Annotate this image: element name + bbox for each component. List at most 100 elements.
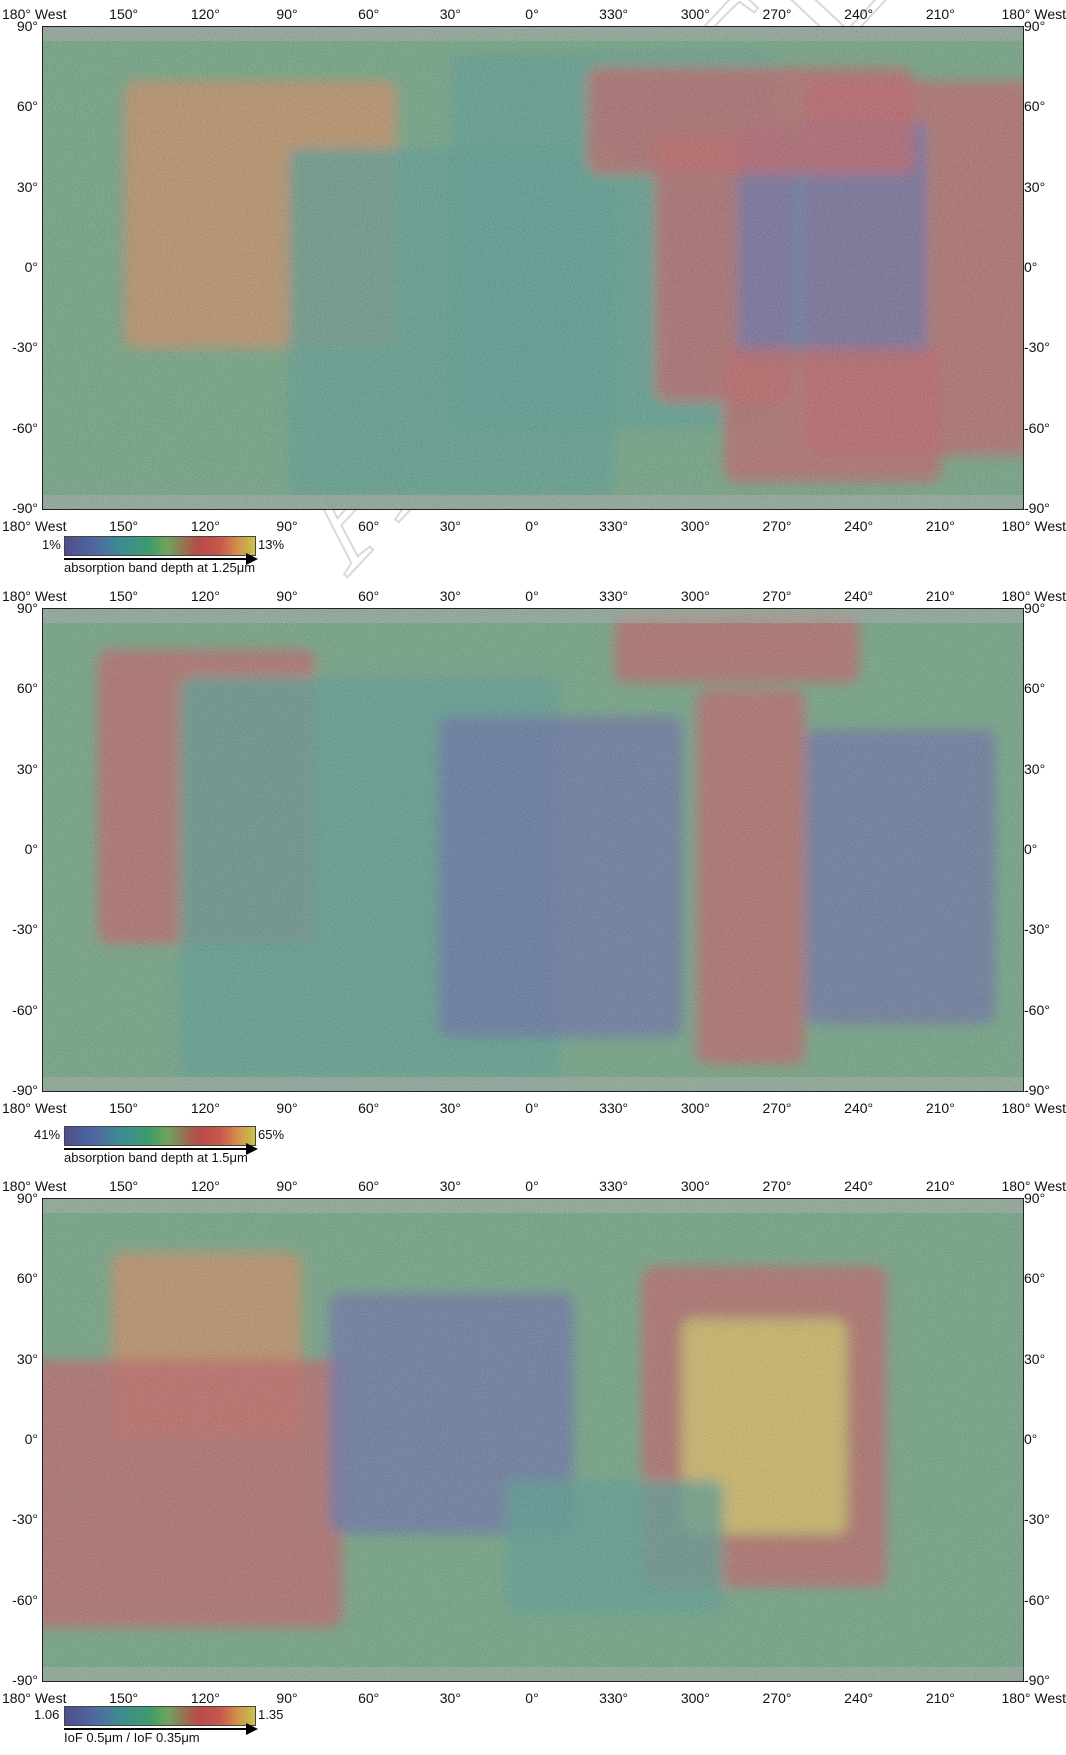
longitude-tick-label: 210° <box>925 1178 955 1194</box>
colorbar <box>64 1706 256 1726</box>
latitude-tick-label: 30° <box>1024 760 1046 777</box>
colorbar <box>64 536 256 556</box>
latitude-tick-label: 90° <box>16 600 38 616</box>
colorbar-title: absorption band depth at 1.5μm <box>64 1150 248 1165</box>
longitude-tick-label: 120° <box>190 1178 220 1194</box>
bottom-right-edge-label: 180° West <box>1001 1690 1066 1706</box>
terrain-texture <box>43 1199 1023 1681</box>
latitude-tick-label: -60° <box>1024 1591 1050 1608</box>
longitude-tick-label: 270° <box>762 1690 792 1706</box>
longitude-tick-label: 150° <box>109 1100 139 1116</box>
longitude-tick-label: 30° <box>439 1100 461 1116</box>
latitude-tick-label: -60° <box>12 1591 38 1608</box>
map-1 <box>42 26 1024 510</box>
latitude-tick-label: 30° <box>1024 178 1046 195</box>
longitude-tick-label: 90° <box>276 1178 298 1194</box>
bottom-left-edge-label: 180° West <box>2 1690 67 1706</box>
bottom-right-edge-label: 180° West <box>1001 518 1066 534</box>
latitude-tick-label: 60° <box>16 1270 38 1287</box>
latitude-tick-label: 0° <box>1024 841 1038 857</box>
colorbar-min: 41% <box>34 1127 61 1142</box>
arrow-right-icon <box>246 553 258 565</box>
bottom-left-edge-label: 180° West <box>2 518 67 534</box>
longitude-tick-label: 0° <box>525 518 539 534</box>
longitude-tick-label: 270° <box>762 6 792 22</box>
latitude-tick-label: 0° <box>24 1431 38 1447</box>
longitude-tick-label: 330° <box>599 6 629 22</box>
colorbar-max: 13% <box>258 537 285 552</box>
colorbar-arrow <box>64 558 248 560</box>
longitude-tick-label: 240° <box>844 1178 874 1194</box>
longitude-tick-label: 120° <box>190 1100 220 1116</box>
longitude-tick-label: 150° <box>109 6 139 22</box>
longitude-tick-label: 0° <box>525 6 539 22</box>
longitude-tick-label: 30° <box>439 1178 461 1194</box>
longitude-tick-label: 60° <box>358 1100 380 1116</box>
longitude-tick-label: 240° <box>844 518 874 534</box>
longitude-tick-label: 270° <box>762 1178 792 1194</box>
latitude-tick-label: -90° <box>1024 500 1050 516</box>
longitude-tick-label: 210° <box>925 1100 955 1116</box>
longitude-tick-label: 60° <box>358 6 380 22</box>
latitude-tick-label: 30° <box>16 1350 38 1367</box>
latitude-tick-label: -30° <box>1024 339 1050 356</box>
longitude-tick-label: 300° <box>680 6 710 22</box>
longitude-tick-label: 120° <box>190 518 220 534</box>
longitude-tick-label: 90° <box>276 6 298 22</box>
colorbar-legend-2: 41% 65% absorption band depth at 1.5μm <box>0 1118 400 1170</box>
latitude-tick-label: 60° <box>1024 1270 1046 1287</box>
top-right-edge-label: 180° West <box>1001 6 1066 22</box>
top-left-edge-label: 180° West <box>2 1178 67 1194</box>
longitude-tick-label: 210° <box>925 1690 955 1706</box>
longitude-tick-label: 270° <box>762 588 792 604</box>
colorbar-arrow <box>64 1148 248 1150</box>
longitude-tick-label: 0° <box>525 1100 539 1116</box>
latitude-tick-label: 90° <box>1024 600 1046 616</box>
longitude-tick-label: 150° <box>109 1178 139 1194</box>
latitude-tick-label: -60° <box>12 1001 38 1018</box>
longitude-tick-label: 240° <box>844 6 874 22</box>
bottom-left-edge-label: 180° West <box>2 1100 67 1116</box>
longitude-tick-label: 330° <box>599 1178 629 1194</box>
longitude-tick-label: 90° <box>276 1690 298 1706</box>
latitude-tick-label: 60° <box>16 98 38 115</box>
longitude-tick-label: 60° <box>358 1178 380 1194</box>
longitude-tick-label: 300° <box>680 588 710 604</box>
map-2 <box>42 608 1024 1092</box>
longitude-tick-label: 300° <box>680 518 710 534</box>
colorbar-legend-3: 1.06 1.35 IoF 0.5μm / IoF 0.35μm <box>0 1698 400 1750</box>
colorbar-max: 65% <box>258 1127 285 1142</box>
colorbar-min: 1% <box>42 537 61 552</box>
longitude-tick-label: 300° <box>680 1100 710 1116</box>
longitude-tick-label: 330° <box>599 588 629 604</box>
longitude-tick-label: 300° <box>680 1690 710 1706</box>
colorbar-max: 1.35 <box>258 1707 284 1722</box>
longitude-tick-label: 240° <box>844 1690 874 1706</box>
latitude-tick-label: 60° <box>16 680 38 697</box>
colorbar-legend-1: 1% 13% absorption band depth at 1.25μm <box>0 528 400 580</box>
top-right-edge-label: 180° West <box>1001 1178 1066 1194</box>
latitude-tick-label: -60° <box>1024 1001 1050 1018</box>
latitude-tick-label: 0° <box>1024 1431 1038 1447</box>
longitude-tick-label: 150° <box>109 1690 139 1706</box>
latitude-tick-label: -90° <box>1024 1082 1050 1098</box>
latitude-tick-label: -90° <box>12 1082 38 1098</box>
longitude-tick-label: 90° <box>276 588 298 604</box>
longitude-tick-label: 0° <box>525 588 539 604</box>
longitude-tick-label: 330° <box>599 1690 629 1706</box>
latitude-tick-label: -60° <box>1024 419 1050 436</box>
top-left-edge-label: 180° West <box>2 6 67 22</box>
arrow-right-icon <box>246 1143 258 1155</box>
longitude-tick-label: 120° <box>190 588 220 604</box>
longitude-tick-label: 90° <box>276 518 298 534</box>
top-right-edge-label: 180° West <box>1001 588 1066 604</box>
latitude-tick-label: 90° <box>1024 1190 1046 1206</box>
latitude-tick-label: 0° <box>24 259 38 275</box>
longitude-tick-label: 60° <box>358 588 380 604</box>
colorbar <box>64 1126 256 1146</box>
top-left-edge-label: 180° West <box>2 588 67 604</box>
latitude-tick-label: -90° <box>12 1672 38 1688</box>
colorbar-min: 1.06 <box>34 1707 60 1722</box>
latitude-tick-label: 60° <box>1024 680 1046 697</box>
longitude-tick-label: 0° <box>525 1690 539 1706</box>
